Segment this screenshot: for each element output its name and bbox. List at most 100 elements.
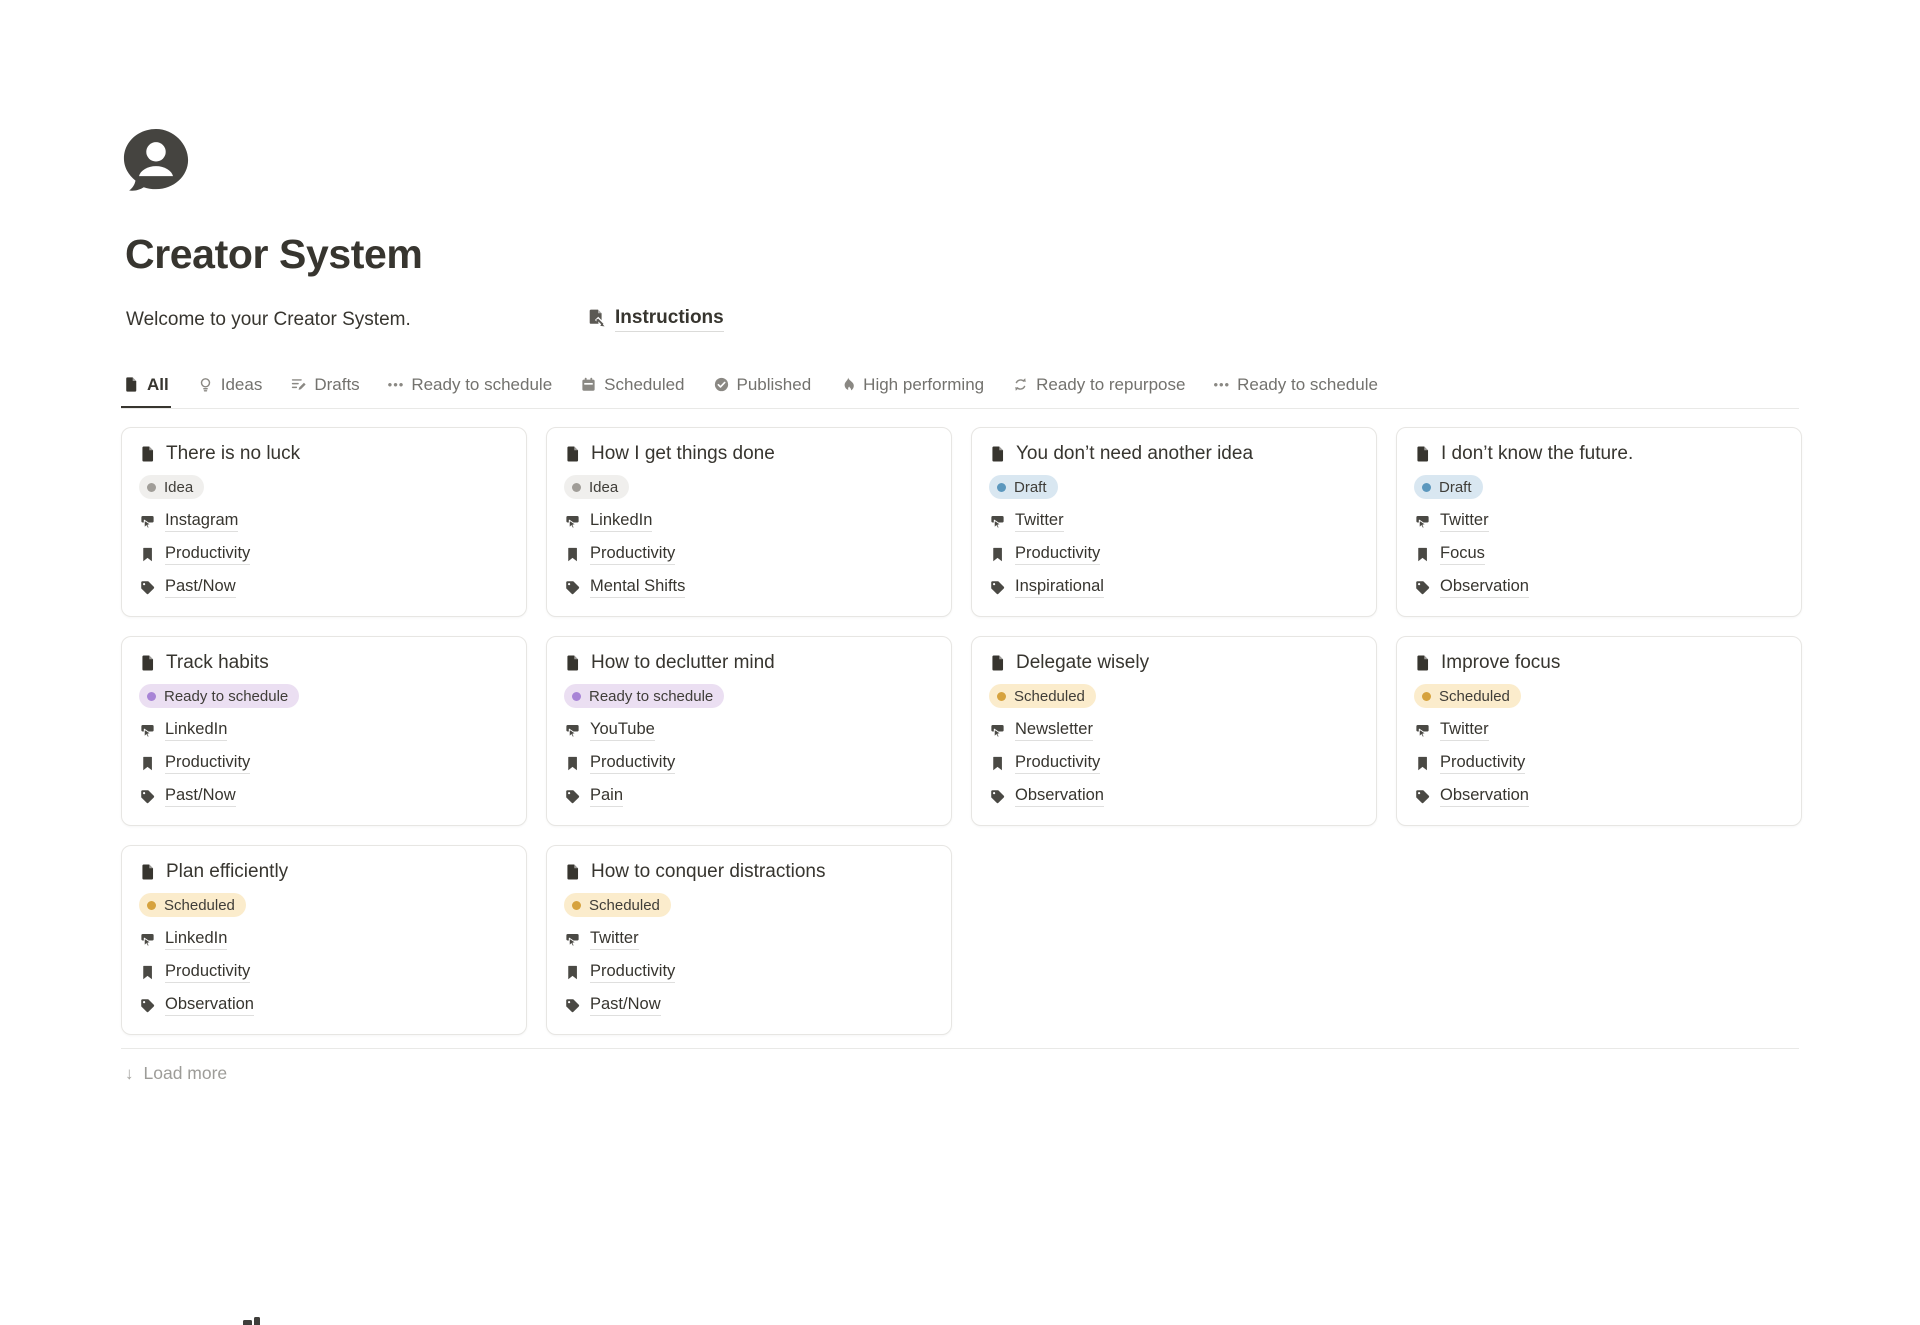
channel-property: YouTube [564, 719, 934, 742]
category-link[interactable]: Productivity [590, 543, 676, 566]
tab-published[interactable]: Published [711, 363, 814, 408]
category-link[interactable]: Productivity [1015, 543, 1101, 566]
status-badge: Scheduled [139, 893, 246, 918]
channel-link[interactable]: LinkedIn [165, 719, 228, 742]
tag-icon [989, 788, 1006, 805]
card-title: Delegate wisely [1016, 652, 1150, 674]
tag-link[interactable]: Mental Shifts [590, 576, 686, 599]
category-link[interactable]: Productivity [590, 961, 676, 984]
channel-link[interactable]: LinkedIn [165, 928, 228, 951]
status-badge: Ready to schedule [139, 684, 300, 709]
tab-all[interactable]: All [121, 363, 171, 409]
card-title-row: There is no luck [139, 441, 509, 467]
channel-link[interactable]: Twitter [1440, 510, 1489, 533]
tag-link[interactable]: Past/Now [590, 994, 661, 1017]
status-label: Ready to schedule [164, 687, 289, 705]
category-link[interactable]: Productivity [165, 752, 251, 775]
content-card[interactable]: Plan efficiently Scheduled LinkedIn Prod… [121, 845, 527, 1036]
tag-icon [564, 579, 581, 596]
page-title: Creator System [125, 231, 423, 277]
channel-icon [1414, 722, 1431, 739]
content-card[interactable]: You don’t need another idea Draft Twitte… [971, 427, 1377, 618]
person-speech-bubble-icon[interactable] [121, 126, 191, 200]
link-page-icon [587, 308, 608, 329]
tag-link[interactable]: Observation [1440, 785, 1529, 808]
status-badge: Draft [1414, 475, 1483, 500]
page-icon [139, 445, 157, 463]
content-card[interactable]: Track habits Ready to schedule LinkedIn … [121, 636, 527, 827]
tag-property: Past/Now [139, 576, 509, 599]
channel-link[interactable]: Twitter [1440, 719, 1489, 742]
tab-drafts[interactable]: Drafts [288, 363, 361, 408]
content-card[interactable]: How to declutter mind Ready to schedule … [546, 636, 952, 827]
tab-scheduled[interactable]: Scheduled [578, 363, 686, 408]
page-icon [1414, 654, 1432, 672]
bulb-icon [197, 376, 214, 393]
tab-ready-to-repurpose[interactable]: Ready to repurpose [1010, 363, 1187, 408]
channel-link[interactable]: Twitter [1015, 510, 1064, 533]
channel-link[interactable]: Instagram [165, 510, 239, 533]
content-card[interactable]: Improve focus Scheduled Twitter Producti… [1396, 636, 1802, 827]
channel-link[interactable]: YouTube [590, 719, 655, 742]
page-icon [139, 863, 157, 881]
channel-link[interactable]: LinkedIn [590, 510, 653, 533]
content-card[interactable]: How I get things done Idea LinkedIn Prod… [546, 427, 952, 618]
tag-link[interactable]: Past/Now [165, 785, 236, 808]
category-link[interactable]: Focus [1440, 543, 1485, 566]
tab-bar: All Ideas Drafts ••• Ready to schedule S… [121, 363, 1799, 410]
instructions-label: Instructions [615, 305, 724, 333]
channel-icon [989, 722, 1006, 739]
card-title: Track habits [166, 652, 269, 674]
card-grid: There is no luck Idea Instagram Producti… [121, 427, 1802, 1036]
status-label: Idea [589, 478, 619, 496]
card-title: You don’t need another idea [1016, 443, 1254, 465]
tag-link[interactable]: Inspirational [1015, 576, 1104, 599]
instructions-link[interactable]: Instructions [587, 305, 724, 333]
status-dot-icon [147, 691, 156, 701]
channel-link[interactable]: Newsletter [1015, 719, 1093, 742]
tag-link[interactable]: Observation [1440, 576, 1529, 599]
category-property: Productivity [564, 752, 934, 775]
page-icon [564, 863, 582, 881]
tag-link[interactable]: Observation [1015, 785, 1104, 808]
dots-icon: ••• [1213, 377, 1231, 393]
content-card[interactable]: Delegate wisely Scheduled Newsletter Pro… [971, 636, 1377, 827]
content-card[interactable]: There is no luck Idea Instagram Producti… [121, 427, 527, 618]
bookmark-icon [139, 964, 156, 981]
content-card[interactable]: How to conquer distractions Scheduled Tw… [546, 845, 952, 1036]
welcome-text: Welcome to your Creator System. [126, 309, 411, 331]
category-link[interactable]: Productivity [165, 961, 251, 984]
bookmark-icon [564, 546, 581, 563]
tag-icon [1414, 788, 1431, 805]
bookmark-icon [139, 755, 156, 772]
tag-link[interactable]: Observation [165, 994, 254, 1017]
card-title: How to conquer distractions [591, 861, 826, 883]
channel-link[interactable]: Twitter [590, 928, 639, 951]
channel-property: LinkedIn [139, 719, 509, 742]
tag-link[interactable]: Pain [590, 785, 624, 808]
content-card[interactable]: I don’t know the future. Draft Twitter F… [1396, 427, 1802, 618]
tag-icon [139, 997, 156, 1014]
category-link[interactable]: Productivity [1015, 752, 1101, 775]
tab-ideas[interactable]: Ideas [195, 363, 265, 408]
tag-icon [564, 997, 581, 1014]
load-more-row: ↓ Load more [121, 1048, 1799, 1088]
category-link[interactable]: Productivity [590, 752, 676, 775]
tab-ready-to-schedule[interactable]: ••• Ready to schedule [1213, 374, 1378, 394]
card-title-row: Track habits [139, 650, 509, 676]
bookmark-icon [989, 755, 1006, 772]
card-title-row: How to conquer distractions [564, 859, 934, 885]
category-link[interactable]: Productivity [165, 543, 251, 566]
status-dot-icon [997, 691, 1006, 701]
tab-high-performing[interactable]: High performing [837, 363, 986, 408]
card-title: Plan efficiently [166, 861, 289, 883]
page-icon [564, 445, 582, 463]
status-badge: Idea [139, 475, 205, 500]
category-link[interactable]: Productivity [1440, 752, 1526, 775]
tag-property: Observation [139, 994, 509, 1017]
channel-property: Twitter [989, 510, 1359, 533]
tag-link[interactable]: Past/Now [165, 576, 236, 599]
load-more-button[interactable]: ↓ Load more [123, 1059, 229, 1088]
arrow-down-icon: ↓ [125, 1063, 134, 1083]
tab-ready-to-schedule[interactable]: ••• Ready to schedule [387, 374, 553, 394]
